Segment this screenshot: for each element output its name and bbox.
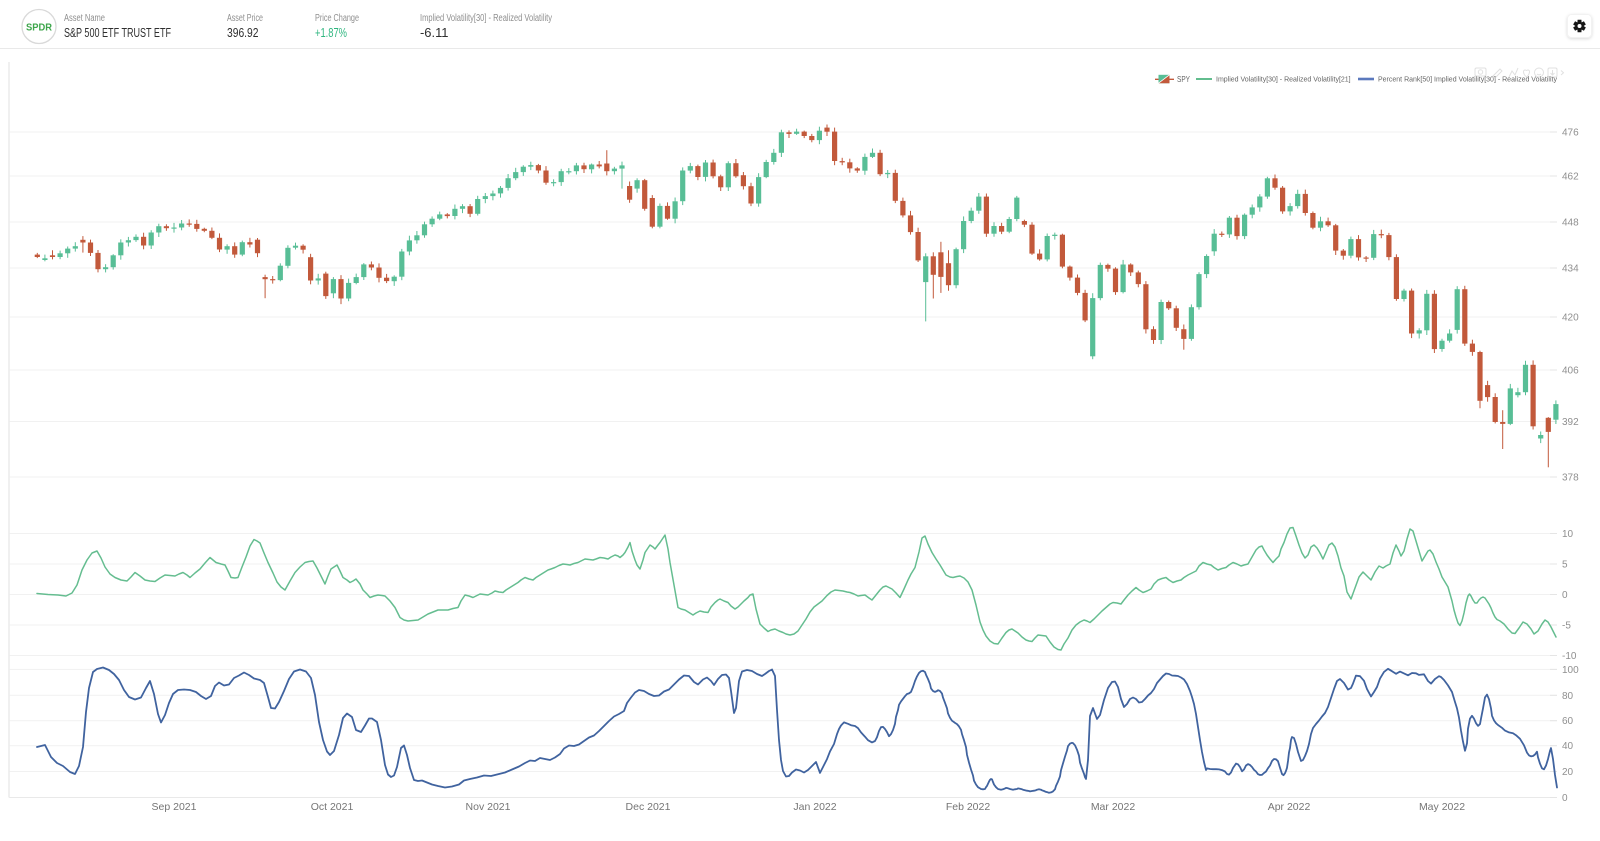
svg-text:100: 100 (1562, 665, 1579, 676)
svg-text:Mar 2022: Mar 2022 (1091, 801, 1136, 813)
svg-text:Implied Volatility[30] - Reali: Implied Volatility[30] - Realized Volati… (420, 13, 552, 24)
svg-text:420: 420 (1562, 313, 1579, 324)
svg-text:Asset Name: Asset Name (64, 13, 105, 24)
svg-text:Percent Rank[50] Implied Volat: Percent Rank[50] Implied Volatility[30] … (1378, 77, 1557, 84)
svg-text:-10: -10 (1562, 651, 1577, 662)
svg-text:S&P 500 ETF TRUST ETF: S&P 500 ETF TRUST ETF (64, 25, 171, 40)
svg-text:Apr 2022: Apr 2022 (1268, 801, 1311, 813)
svg-text:0: 0 (1562, 793, 1568, 804)
svg-text:SPY: SPY (1177, 75, 1191, 84)
svg-text:Jan 2022: Jan 2022 (793, 801, 836, 813)
svg-text:396.92: 396.92 (227, 25, 259, 40)
svg-text:-5: -5 (1562, 621, 1571, 632)
svg-text:Sep 2021: Sep 2021 (152, 801, 197, 813)
svg-text:392: 392 (1562, 417, 1579, 428)
svg-text:Feb 2022: Feb 2022 (946, 801, 991, 813)
svg-text:May 2022: May 2022 (1419, 801, 1465, 813)
svg-text:476: 476 (1562, 128, 1579, 139)
svg-text:Nov 2021: Nov 2021 (466, 801, 511, 813)
svg-text:Oct 2021: Oct 2021 (311, 801, 354, 813)
svg-text:20: 20 (1562, 767, 1574, 778)
svg-text:60: 60 (1562, 716, 1574, 727)
svg-text:378: 378 (1562, 473, 1579, 484)
svg-text:Asset Price: Asset Price (227, 13, 263, 24)
svg-text:462: 462 (1562, 172, 1579, 183)
svg-text:-6.11: -6.11 (420, 25, 449, 40)
svg-text:80: 80 (1562, 691, 1574, 702)
svg-text:Price Change: Price Change (315, 13, 359, 24)
svg-text:Dec 2021: Dec 2021 (626, 801, 671, 813)
svg-text:0: 0 (1562, 590, 1568, 601)
svg-text:SPDR: SPDR (26, 22, 52, 34)
svg-text:Implied Volatility[30] - Reali: Implied Volatility[30] - Realized Volati… (1216, 77, 1351, 84)
svg-text:406: 406 (1562, 366, 1579, 377)
svg-text:5: 5 (1562, 560, 1568, 571)
svg-text:434: 434 (1562, 264, 1579, 275)
svg-text:40: 40 (1562, 741, 1574, 752)
svg-text:+1.87%: +1.87% (315, 25, 347, 40)
svg-text:10: 10 (1562, 529, 1574, 540)
svg-text:448: 448 (1562, 218, 1579, 229)
